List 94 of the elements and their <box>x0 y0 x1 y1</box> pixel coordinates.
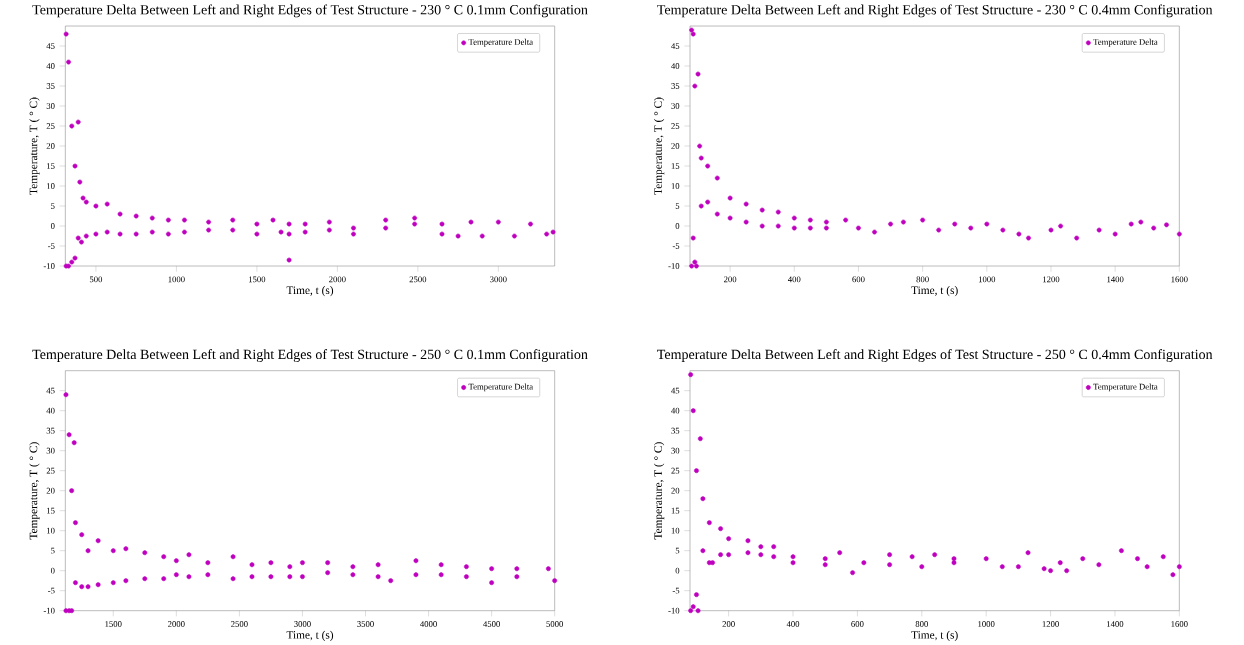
y-axis-title: Temperature, T ( ° C) <box>653 97 665 195</box>
x-tick-label: 200 <box>722 620 735 627</box>
y-tick-label: 5 <box>51 202 55 209</box>
y-tick-label: 5 <box>675 547 680 554</box>
x-tick-label: 1500 <box>105 620 122 627</box>
x-tick-label: 2500 <box>231 620 248 627</box>
x-axis-title: Time, t (s) <box>286 285 334 297</box>
y-tick-label: 25 <box>671 122 680 129</box>
x-tick-label: 3000 <box>490 276 507 283</box>
x-tick-label: 1000 <box>978 276 996 283</box>
y-tick-label: 45 <box>671 42 680 49</box>
y-tick-label: 0 <box>675 222 680 229</box>
y-tick-label: 30 <box>46 102 55 109</box>
y-tick-label: 40 <box>671 407 680 414</box>
x-tick-label: 1200 <box>1043 276 1060 283</box>
x-tick-label: 1200 <box>1042 620 1059 627</box>
y-tick-label: -10 <box>668 262 680 269</box>
x-axis-title: Time, t (s) <box>286 630 334 641</box>
x-tick-label: 500 <box>89 276 103 283</box>
y-tick-label: 10 <box>47 182 55 189</box>
x-tick-label: 1600 <box>1171 276 1188 283</box>
y-tick-label: 25 <box>671 467 680 474</box>
y-tick-label: 5 <box>51 547 55 554</box>
legend-label: Temperature Delta <box>468 383 533 392</box>
y-axis-title: Temperature, T ( ° C) <box>653 442 665 540</box>
y-tick-label: 35 <box>46 82 55 89</box>
x-tick-label: 800 <box>915 620 928 627</box>
x-tick-label: 4000 <box>420 620 437 627</box>
x-tick-label: 600 <box>852 276 865 283</box>
legend-label: Temperature Delta <box>468 38 533 47</box>
y-tick-label: 10 <box>671 527 680 534</box>
y-tick-label: 45 <box>46 42 55 49</box>
x-tick-label: 3000 <box>294 620 311 627</box>
x-tick-label: 1400 <box>1107 620 1124 627</box>
y-tick-label: 20 <box>46 142 55 149</box>
x-tick-label: 1500 <box>248 276 266 283</box>
y-tick-label: 30 <box>671 447 680 454</box>
y-tick-label: 20 <box>671 142 680 149</box>
y-tick-label: 40 <box>46 62 55 69</box>
y-tick-label: 40 <box>46 407 55 414</box>
y-tick-label: -5 <box>48 242 55 249</box>
y-tick-label: 10 <box>671 182 680 189</box>
x-tick-label: 4500 <box>483 620 500 627</box>
y-tick-label: 35 <box>671 82 680 89</box>
y-tick-label: 15 <box>47 162 55 169</box>
chart-title: Temperature Delta Between Left and Right Edges of Test Structure - 250 ° C 0.4mm Configuration <box>657 348 1213 362</box>
y-tick-label: 25 <box>46 122 55 129</box>
x-tick-label: 200 <box>724 276 737 283</box>
x-tick-label: 2000 <box>168 620 185 627</box>
y-tick-label: 35 <box>46 427 55 434</box>
x-tick-label: 1000 <box>978 620 995 627</box>
y-tick-label: 35 <box>671 427 680 434</box>
y-tick-label: -5 <box>672 242 680 249</box>
y-tick-label: 20 <box>46 487 55 494</box>
x-tick-label: 600 <box>851 620 864 627</box>
x-tick-label: 2000 <box>329 276 346 283</box>
y-tick-label: 0 <box>675 567 680 574</box>
x-tick-label: 1000 <box>168 276 185 283</box>
x-tick-label: 3500 <box>357 620 374 627</box>
x-axis-title: Time, t (s) <box>911 630 958 641</box>
x-tick-label: 5000 <box>546 620 563 627</box>
y-tick-label: 45 <box>671 387 680 394</box>
x-tick-label: 1600 <box>1171 620 1188 627</box>
y-tick-label: -5 <box>672 587 680 594</box>
x-tick-label: 400 <box>787 276 801 283</box>
y-axis-title: Temperature, T ( ° C) <box>29 442 40 540</box>
y-tick-label: 10 <box>47 527 55 534</box>
y-tick-label: 0 <box>50 222 55 229</box>
y-tick-label: 15 <box>47 507 55 514</box>
legend-label: Temperature Delta <box>1093 383 1158 392</box>
y-tick-label: 25 <box>46 467 55 474</box>
y-tick-label: 30 <box>46 447 55 454</box>
y-tick-label: -10 <box>43 607 55 614</box>
x-tick-label: 800 <box>916 276 929 283</box>
y-tick-label: -10 <box>43 262 55 269</box>
y-tick-label: -5 <box>48 587 55 594</box>
chart-title: Temperature Delta Between Left and Right Edges of Test Structure - 230 ° C 0.4mm Configuration <box>657 4 1213 18</box>
y-tick-label: 15 <box>671 507 680 514</box>
chart-title: Temperature Delta Between Left and Right Edges of Test Structure - 230 ° C 0.1mm Configuration <box>32 4 588 18</box>
y-tick-label: 0 <box>50 567 55 574</box>
y-tick-label: -10 <box>668 607 680 614</box>
x-axis-title: Time, t (s) <box>911 285 958 297</box>
x-tick-label: 2500 <box>409 276 427 283</box>
y-tick-label: 40 <box>671 62 680 69</box>
y-tick-label: 45 <box>46 387 55 394</box>
y-tick-label: 15 <box>671 162 680 169</box>
legend-label: Temperature Delta <box>1093 38 1158 47</box>
y-tick-label: 30 <box>671 102 680 109</box>
chart-title: Temperature Delta Between Left and Right Edges of Test Structure - 250 ° C 0.1mm Configuration <box>32 348 588 362</box>
y-tick-label: 5 <box>675 202 680 209</box>
y-axis-title: Temperature, T ( ° C) <box>29 97 40 195</box>
y-tick-label: 20 <box>671 487 680 494</box>
x-tick-label: 1400 <box>1107 276 1124 283</box>
x-tick-label: 400 <box>786 620 800 627</box>
